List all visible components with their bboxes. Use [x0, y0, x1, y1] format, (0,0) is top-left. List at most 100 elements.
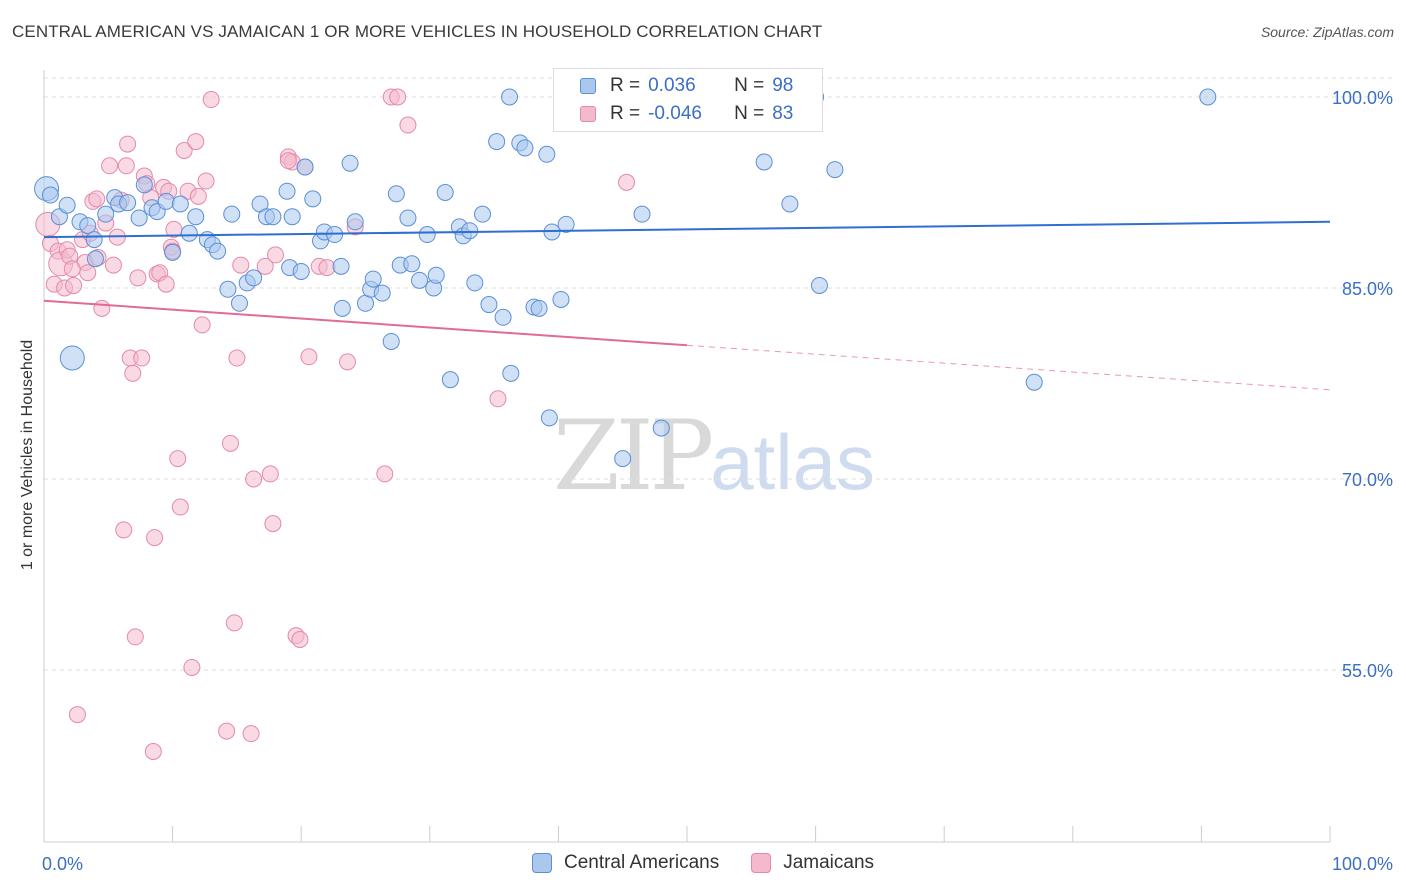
- jamaican-point: [124, 364, 142, 382]
- jamaican-point: [115, 521, 133, 539]
- jamaican-point: [157, 275, 175, 293]
- legend-label-jamaican: Jamaicans: [783, 852, 875, 873]
- central-american-points: [34, 88, 1217, 468]
- central-american-point: [283, 208, 301, 226]
- jamaican-point: [93, 299, 111, 317]
- central-american-point: [530, 299, 548, 317]
- axes: [43, 70, 1331, 843]
- central-american-point: [427, 266, 445, 284]
- jamaican-trend-line: [43, 299, 688, 347]
- jamaican-point: [169, 450, 187, 468]
- legend-r-value: -0.046: [648, 103, 702, 124]
- pink-swatch-icon: [580, 106, 596, 122]
- central-american-point: [364, 270, 382, 288]
- central-american-point: [85, 231, 103, 249]
- jamaican-point: [279, 152, 297, 170]
- central-american-point: [501, 88, 519, 106]
- legend-row-central: R = 0.036 N = 98: [554, 74, 793, 98]
- stats-legend: R = 0.036 N = 98 R = -0.046 N = 83: [553, 68, 823, 132]
- jamaican-point: [376, 465, 394, 483]
- x-tick-label: 100.0%: [1332, 854, 1393, 874]
- central-american-point: [516, 139, 534, 157]
- central-american-point: [633, 205, 651, 223]
- central-american-point: [652, 419, 670, 437]
- jamaican-point: [197, 172, 215, 190]
- jamaican-point: [104, 256, 122, 274]
- legend-item-jamaican[interactable]: Jamaicans: [751, 852, 874, 874]
- legend-n-label: N =: [734, 103, 765, 124]
- central-american-point: [373, 284, 391, 302]
- jamaican-point: [119, 135, 137, 153]
- central-american-point: [187, 208, 205, 226]
- x-tick-label: 0.0%: [42, 854, 83, 874]
- central-american-point: [86, 250, 104, 268]
- jamaican-point: [399, 116, 417, 134]
- jamaican-point: [117, 157, 135, 175]
- trend-lines: [43, 220, 1331, 391]
- jamaican-point: [618, 173, 636, 191]
- central-american-point: [119, 194, 137, 212]
- jamaican-point: [193, 316, 211, 334]
- central-american-point: [436, 184, 454, 201]
- y-tick-label: 55.0%: [1342, 661, 1393, 681]
- legend-row-jamaican: R = -0.046 N = 83: [554, 102, 793, 126]
- jamaican-point: [146, 529, 164, 547]
- jamaican-point: [338, 353, 356, 371]
- central-american-point: [332, 257, 350, 275]
- central-american-point: [333, 299, 351, 317]
- jamaican-point: [79, 264, 97, 282]
- central-american-point: [826, 161, 844, 179]
- central-american-point: [418, 226, 436, 244]
- central-american-point: [538, 145, 556, 163]
- jamaican-point: [221, 434, 239, 452]
- central-american-point: [1025, 373, 1043, 391]
- central-american-point: [79, 217, 97, 235]
- jamaican-point: [291, 630, 309, 648]
- jamaican-point: [187, 133, 205, 151]
- legend-n-value: 83: [772, 103, 794, 124]
- central-american-point: [557, 215, 575, 233]
- legend-r-label: R =: [610, 103, 641, 124]
- jamaican-point: [318, 259, 336, 277]
- y-tick-label: 85.0%: [1342, 279, 1393, 299]
- blue-swatch-icon: [580, 78, 596, 94]
- central-american-point: [304, 190, 322, 208]
- jamaican-point: [63, 260, 81, 278]
- central-american-point: [502, 364, 520, 382]
- jamaican-point: [144, 742, 162, 760]
- central-american-point: [755, 153, 773, 171]
- central-american-point: [552, 290, 570, 308]
- blue-swatch-icon: [531, 853, 552, 873]
- central-american-point: [540, 409, 558, 427]
- legend-item-central[interactable]: Central Americans: [531, 852, 719, 874]
- central-american-point: [59, 345, 85, 371]
- jamaican-trend-extension: [686, 344, 1331, 391]
- central-american-point: [157, 192, 175, 210]
- central-american-point: [461, 222, 479, 240]
- central-american-point: [41, 186, 59, 204]
- central-american-point: [382, 332, 400, 350]
- jamaican-point: [256, 257, 274, 275]
- jamaican-points: [35, 88, 636, 760]
- jamaican-point: [232, 256, 250, 274]
- central-american-point: [219, 280, 237, 298]
- central-american-point: [223, 205, 241, 223]
- central-american-point: [441, 371, 459, 389]
- jamaican-point: [489, 390, 507, 408]
- central-american-point: [466, 274, 484, 292]
- jamaican-point: [245, 470, 263, 488]
- central-american-trend-line: [43, 220, 1331, 239]
- central-american-point: [810, 276, 828, 294]
- central-american-point: [164, 243, 182, 261]
- jamaican-point: [183, 658, 201, 676]
- central-american-point: [245, 269, 263, 287]
- jamaican-point: [261, 465, 279, 483]
- jamaican-point: [88, 190, 106, 208]
- gridlines: [44, 77, 1392, 671]
- central-american-point: [411, 271, 429, 289]
- legend-n-label: N =: [734, 75, 765, 96]
- central-american-point: [488, 133, 506, 151]
- jamaican-point: [101, 157, 119, 175]
- jamaican-point: [129, 269, 147, 287]
